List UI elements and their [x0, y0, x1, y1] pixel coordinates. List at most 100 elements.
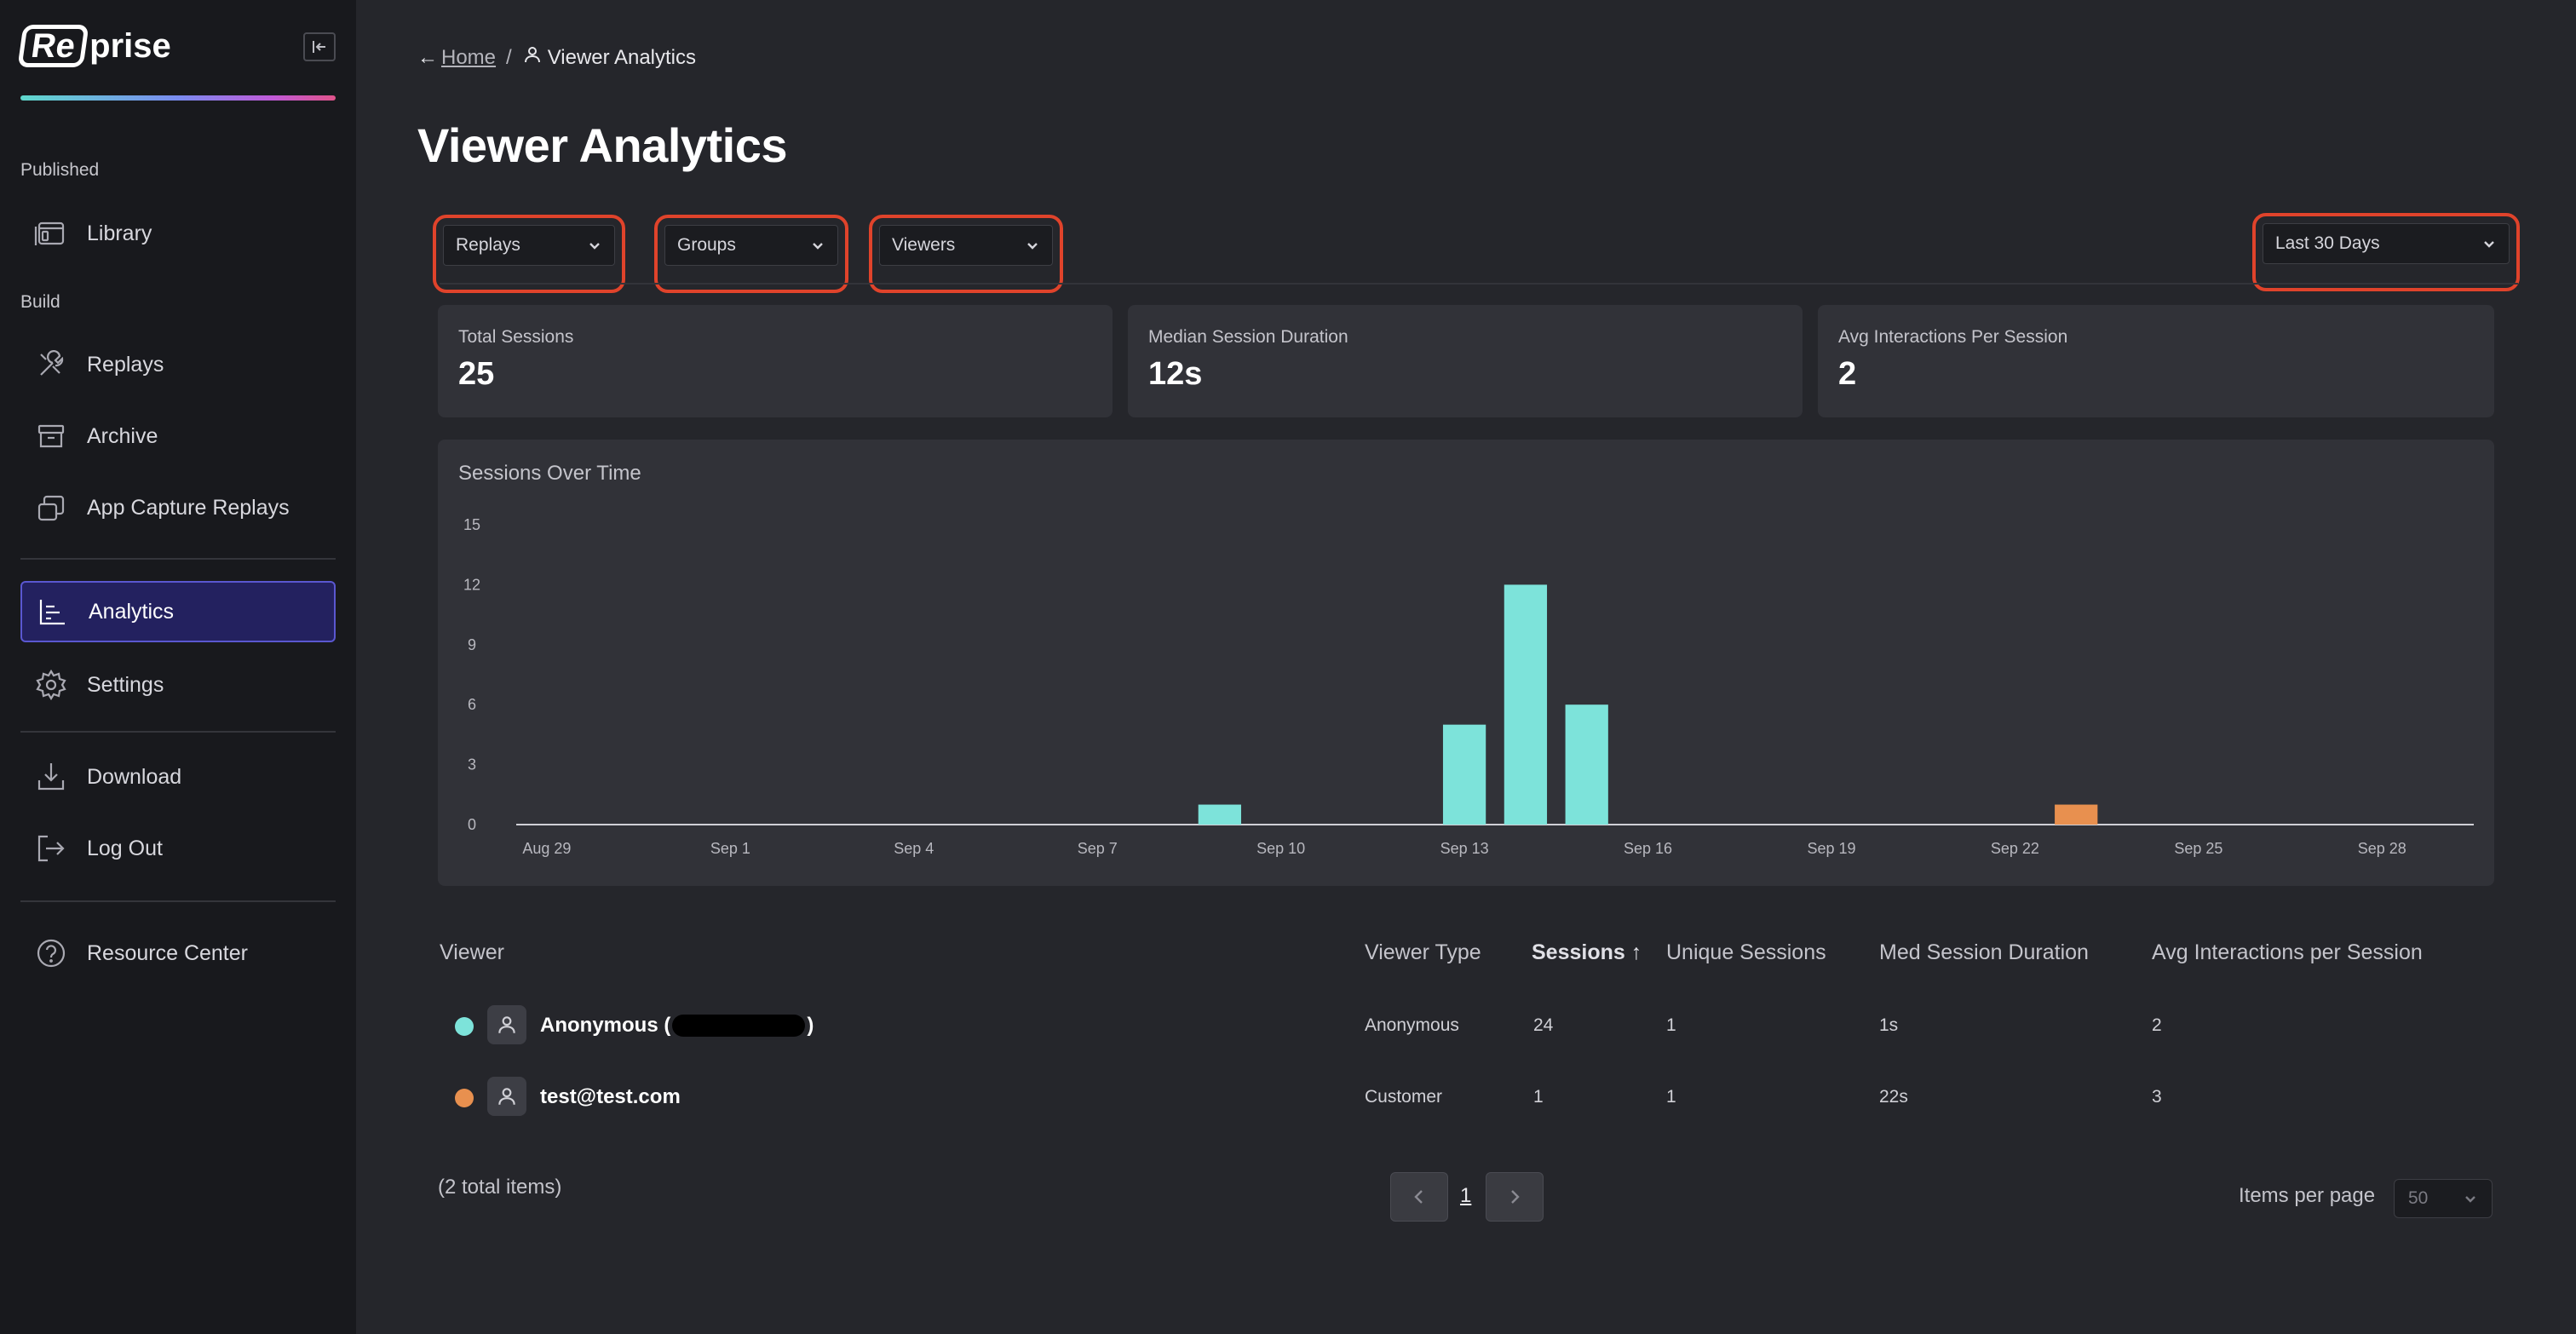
total-items-count: (2 total items) — [438, 1176, 562, 1199]
sidebar-item-label: Analytics — [89, 599, 175, 624]
reprise-logo[interactable]: Re prise — [17, 22, 171, 70]
x-tick-label: Sep 1 — [710, 840, 750, 857]
sidebar-item-logout[interactable]: Log Out — [20, 818, 336, 879]
x-tick-label: Sep 25 — [2174, 840, 2222, 857]
table-row[interactable]: test@test.com Customer 1 1 22s 3 — [438, 1061, 2494, 1131]
viewer-name[interactable]: test@test.com — [540, 1085, 681, 1108]
column-header-sessions[interactable]: Sessions ↑ — [1532, 940, 1642, 964]
page-number-1[interactable]: 1 — [1460, 1184, 1472, 1207]
sidebar-item-label: Replays — [87, 352, 164, 377]
user-icon — [498, 1088, 515, 1105]
logo-box-text: Re — [17, 25, 89, 67]
column-header-avg-interactions[interactable]: Avg Interactions per Session — [2152, 940, 2423, 964]
x-tick-label: Sep 4 — [894, 840, 934, 857]
sidebar-item-app-capture-replays[interactable]: App Capture Replays — [20, 477, 336, 538]
stat-label: Total Sessions — [458, 327, 574, 347]
chevron-right-icon — [1511, 1190, 1520, 1204]
sidebar-item-settings[interactable]: Settings — [20, 654, 336, 716]
series-color-dot — [455, 1089, 474, 1107]
sidebar-item-label: Library — [87, 221, 152, 245]
chevron-down-icon — [1027, 243, 1038, 250]
viewer-name-suffix: ) — [807, 1014, 814, 1037]
column-header-unique-sessions[interactable]: Unique Sessions — [1666, 940, 1826, 964]
date-range-select[interactable]: Last 30 Days — [2263, 223, 2510, 264]
replays-select[interactable]: Replays — [443, 225, 615, 266]
y-tick-label: 6 — [468, 696, 476, 713]
stat-value: 25 — [458, 356, 495, 392]
chart-icon — [34, 593, 72, 630]
x-tick-label: Sep 13 — [1440, 840, 1489, 857]
y-tick-label: 0 — [468, 816, 476, 833]
sidebar: Re prise Published Library Build Replays… — [0, 0, 356, 1334]
library-icon — [32, 215, 70, 252]
chevron-down-icon — [589, 243, 600, 250]
column-header-med-duration[interactable]: Med Session Duration — [1879, 940, 2089, 964]
gear-icon — [32, 666, 70, 704]
stat-label: Avg Interactions Per Session — [1838, 327, 2068, 347]
sidebar-item-download[interactable]: Download — [20, 746, 336, 808]
tools-icon — [32, 346, 70, 383]
sidebar-item-label: Resource Center — [87, 940, 248, 965]
groups-select[interactable]: Groups — [664, 225, 838, 266]
sidebar-item-resource-center[interactable]: Resource Center — [20, 923, 336, 984]
stack-icon — [32, 489, 70, 526]
viewers-filter-highlight: Viewers — [869, 215, 1063, 293]
column-header-viewer-type[interactable]: Viewer Type — [1365, 940, 1481, 964]
avatar — [487, 1005, 526, 1044]
download-icon — [32, 758, 70, 796]
sidebar-divider — [20, 731, 336, 733]
sessions-cell: 24 — [1533, 1015, 1554, 1035]
chart-bar — [1504, 584, 1548, 825]
sessions-bar-chart: 0 3 6 9 12 15 Aug 29 Sep 1 Sep 4 Sep 7 Sep 10 Sep 1… — [463, 516, 2474, 857]
breadcrumb: ← Home / Viewer Analytics — [417, 44, 696, 71]
sidebar-item-replays[interactable]: Replays — [20, 334, 336, 395]
section-label-build: Build — [20, 292, 60, 312]
user-icon — [522, 44, 548, 71]
stat-card-total-sessions: Total Sessions 25 — [438, 305, 1113, 417]
sidebar-item-label: Archive — [87, 423, 158, 448]
viewer-type-cell: Customer — [1365, 1087, 1443, 1107]
groups-filter-highlight: Groups — [654, 215, 848, 293]
stat-value: 12s — [1148, 356, 1203, 392]
chevron-left-icon — [1414, 1190, 1423, 1204]
viewers-select[interactable]: Viewers — [879, 225, 1053, 266]
avg-interactions-cell: 3 — [2152, 1087, 2162, 1107]
date-range-select-value: Last 30 Days — [2275, 233, 2380, 253]
column-header-viewer[interactable]: Viewer — [440, 940, 504, 964]
sidebar-item-archive[interactable]: Archive — [20, 405, 336, 467]
breadcrumb-home-link[interactable]: Home — [441, 45, 497, 69]
items-per-page-select[interactable]: 50 — [2394, 1179, 2493, 1218]
unique-sessions-cell: 1 — [1666, 1087, 1676, 1107]
sidebar-item-label: Settings — [87, 672, 164, 697]
filter-divider — [440, 283, 2518, 285]
replays-select-value: Replays — [456, 235, 520, 255]
chart-bar — [1565, 704, 1608, 825]
med-duration-cell: 22s — [1879, 1087, 1908, 1107]
y-tick-label: 12 — [463, 576, 480, 593]
back-arrow-icon[interactable]: ← — [417, 45, 438, 69]
section-label-published: Published — [20, 160, 100, 180]
stat-value: 2 — [1838, 356, 1857, 392]
chart-bar — [1442, 724, 1486, 825]
sessions-cell: 1 — [1533, 1087, 1544, 1107]
chevron-down-icon — [813, 243, 823, 250]
items-per-page-value: 50 — [2408, 1188, 2429, 1208]
next-page-button[interactable] — [1486, 1172, 1544, 1222]
x-tick-label: Sep 7 — [1078, 840, 1118, 857]
table-row[interactable]: Anonymous ( ) Anonymous 24 1 1s 2 — [438, 990, 2494, 1060]
sidebar-item-label: App Capture Replays — [87, 495, 290, 520]
help-icon — [32, 934, 70, 972]
prev-page-button[interactable] — [1390, 1172, 1448, 1222]
y-tick-label: 3 — [468, 756, 476, 773]
x-tick-label: Sep 22 — [1991, 840, 2039, 857]
viewer-type-cell: Anonymous — [1365, 1015, 1459, 1035]
archive-icon — [32, 417, 70, 455]
sidebar-item-library[interactable]: Library — [20, 203, 336, 264]
breadcrumb-separator: / — [506, 45, 512, 69]
viewer-name-prefix: Anonymous ( — [540, 1014, 671, 1037]
viewer-name[interactable]: Anonymous ( ) — [540, 1014, 814, 1038]
collapse-sidebar-icon[interactable] — [303, 32, 336, 61]
replays-filter-highlight: Replays — [433, 215, 625, 293]
sidebar-item-analytics[interactable]: Analytics — [20, 581, 336, 642]
